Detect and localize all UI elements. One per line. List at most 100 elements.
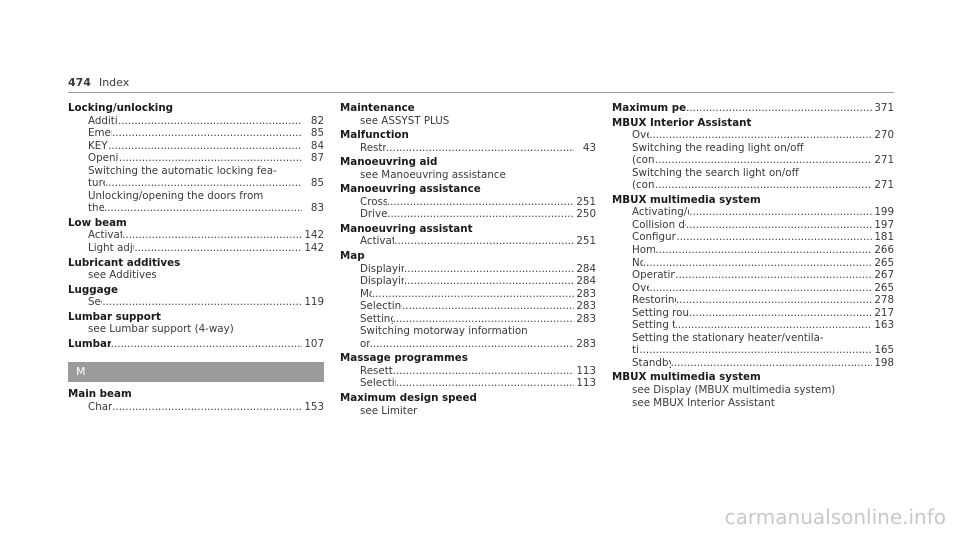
index-subentry[interactable]: Activating/deactivating 251 (340, 235, 596, 248)
index-subentry[interactable]: (contactless) 271 (612, 179, 894, 192)
index-subentry[interactable]: Selecting the map orientation 283 (340, 300, 596, 313)
index-subentry[interactable]: Collision detection (parked vehicle) 197 (612, 219, 894, 232)
index-subentry[interactable]: Light adjustment (driving abroad) 142 (68, 242, 324, 255)
index-subentry[interactable]: Restoring (factory settings) 278 (612, 294, 894, 307)
index-subentry-text: Switching the reading light on/off (632, 141, 804, 154)
index-subentry[interactable]: Home screen 266 (612, 244, 894, 257)
index-subentry[interactable]: Notes 265 (612, 257, 894, 270)
page-ref: 250 (576, 208, 596, 221)
index-subentry[interactable]: Overview 270 (612, 129, 894, 142)
index-entry: Massage programmesResetting the settings… (340, 352, 596, 390)
index-subentry[interactable]: Resetting the settings 113 (340, 365, 596, 378)
index-entry-title: Luggage (68, 283, 118, 296)
index-subentry-text: Operating the touchscreen (632, 269, 676, 282)
index-subentry[interactable]: (contactless) 271 (612, 154, 894, 167)
index-entry: Locking/unlockingAdditional door lock82E… (68, 102, 324, 215)
page-ref: 371 (874, 102, 894, 114)
page-ref: 163 (874, 319, 894, 332)
index-entry: Lumbar support see Lumbar support (4-way) (68, 311, 324, 336)
index-entry-title: MBUX multimedia system (612, 371, 761, 384)
index-subentry[interactable]: Standby mode function 198 (612, 357, 894, 370)
index-subentry-text: the inside (88, 202, 104, 215)
index-entry-title: Locking/unlocking (68, 102, 174, 114)
leader-dots (134, 242, 302, 255)
index-entry-title: Maximum permissible gross vehicle weight (612, 102, 687, 114)
index-subentry[interactable]: Overview 265 (612, 282, 894, 295)
page-ref: 283 (576, 300, 596, 313)
page-ref: 265 (874, 281, 894, 294)
page-ref: 113 (576, 364, 596, 377)
leader-dots (387, 196, 574, 209)
leader-dots (396, 377, 574, 390)
index-subentry[interactable]: Restraint system 43 (340, 142, 596, 155)
leader-dots (102, 296, 302, 309)
index-subentry[interactable]: Setting the map scale 283 (340, 313, 596, 326)
index-entry: MalfunctionRestraint system 43 (340, 129, 596, 154)
leader-dots (111, 338, 302, 351)
page-ref: 82 (310, 114, 324, 127)
index-entry: Manoeuvring assistantActivating/deactiva… (340, 223, 596, 248)
index-subentry[interactable]: Cross Traffic Alert 251 (340, 196, 596, 209)
page-ref: 265 (874, 256, 894, 269)
index-subentry[interactable]: Setting route-based speed adaptation 217 (612, 307, 894, 320)
index-subentry-text: Securing (88, 296, 102, 309)
page-ref: 153 (304, 400, 324, 413)
index-subentry[interactable]: Setting the air distribution 163 (612, 319, 894, 332)
page-ref: 251 (576, 235, 596, 248)
index-subentry-text: Displaying weather information (360, 275, 404, 288)
index-subentry-text: Setting the stationary heater/ventila- (632, 331, 824, 344)
index-subentry[interactable]: KEYLESS-GO 84 (68, 140, 324, 153)
index-entry-title-line[interactable]: Maximum permissible gross vehicle weight… (612, 102, 894, 115)
index-subentry[interactable]: ture on/off 85 (68, 177, 324, 190)
leader-dots (404, 275, 574, 288)
index-subentry-text: see MBUX Interior Assistant (632, 396, 775, 409)
leader-dots (655, 244, 872, 257)
index-subentry[interactable]: Displaying online map contents 284 (340, 263, 596, 276)
section-name: Index (98, 76, 130, 89)
index-subentry[interactable]: Opening the tailgate 87 (68, 152, 324, 165)
index-entry-title: Lumbar support (68, 310, 161, 323)
page-ref: 266 (874, 244, 894, 257)
index-subentry[interactable]: Additional door lock 82 (68, 115, 324, 128)
leader-dots (639, 344, 872, 357)
index-subentry[interactable]: Emergency key 85 (68, 127, 324, 140)
page-ref: 278 (874, 294, 894, 307)
index-subentry[interactable]: Securing 119 (68, 296, 324, 309)
index-entry-title: Manoeuvring assistance (340, 183, 481, 196)
leader-dots (393, 313, 574, 326)
index-subentry-text: Standby mode function (632, 356, 671, 369)
index-entry-title: MBUX Interior Assistant (612, 116, 752, 129)
leader-dots (689, 206, 872, 219)
index-subentry[interactable]: Activating/deactivating 142 (68, 229, 324, 242)
index-subentry[interactable]: Changing bulbs 153 (68, 401, 324, 414)
index-entry: Manoeuvring aid see Manoeuvring assistanc… (340, 156, 596, 181)
page-ref: 85 (310, 127, 324, 140)
index-subentry-text: Home screen (632, 244, 656, 257)
leader-dots (655, 179, 872, 192)
index-subentry[interactable]: Selecting the front seats 113 (340, 377, 596, 390)
index-subentry-text: Notes (632, 256, 643, 269)
index-subentry[interactable]: Configuring drive program I 181 (612, 231, 894, 244)
index-subentry-text: Switching the automatic locking fea- (88, 164, 277, 177)
index-subentry[interactable]: Operating the touchscreen 267 (612, 269, 894, 282)
index-entry: MapDisplaying online map contents284Disp… (340, 250, 596, 350)
index-subentry[interactable]: on/off 283 (340, 338, 596, 351)
index-subentry[interactable]: Displaying weather information 284 (340, 275, 596, 288)
leader-dots (393, 365, 574, 378)
index-subentry[interactable]: Drive Away Assist 250 (340, 208, 596, 221)
index-column-3: Maximum permissible gross vehicle weight… (612, 102, 894, 411)
index-subentry-text: see Lumbar support (4-way) (88, 323, 234, 336)
index-entry-title: Main beam (68, 388, 132, 401)
index-subentry[interactable]: Moving 283 (340, 288, 596, 301)
watermark: carmanualsonline.info (724, 505, 946, 529)
index-subentry[interactable]: tion 165 (612, 344, 894, 357)
page-ref: 217 (874, 306, 894, 319)
index-subentry[interactable]: the inside 83 (68, 202, 324, 215)
page-ref: 142 (304, 242, 324, 255)
index-subentry-text: see Manoeuvring assistance (360, 168, 506, 181)
index-entry-title-line[interactable]: Lumbar support (4-way) 107 (68, 338, 324, 351)
page-ref: 107 (304, 337, 324, 350)
page-ref: 87 (310, 152, 324, 165)
index-subentry[interactable]: Activating/deactivating standby mode 199 (612, 206, 894, 219)
index-subentry-text: see Display (MBUX multimedia system) (632, 384, 836, 397)
